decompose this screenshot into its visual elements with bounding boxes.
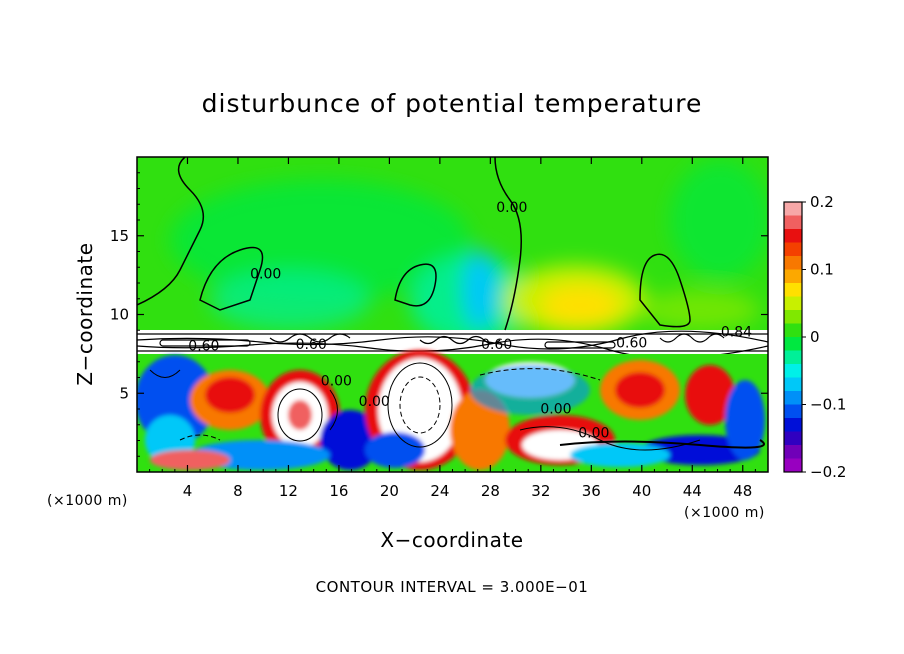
colorbar-swatch: [784, 256, 802, 270]
x-axis: 4 8 12 16 20 24 28 32 36 40 44 48: [149, 157, 756, 500]
contour-label: 0.00: [321, 373, 352, 389]
x-tick-label: 12: [279, 482, 298, 500]
colorbar-tick-label: 0.1: [810, 261, 834, 279]
contour-label: 0.84: [721, 325, 752, 341]
x-tick-label: 28: [481, 482, 500, 500]
contour-label: 0.00: [359, 394, 390, 410]
colorbar-swatch: [784, 242, 802, 257]
colorbar: 0.2 0.1 0 −0.1 −0.2: [783, 193, 846, 481]
x-tick-label: 32: [531, 482, 550, 500]
x-tick-label: 20: [380, 482, 399, 500]
x-tick-label: 24: [430, 482, 449, 500]
x-tick-label: 8: [233, 482, 243, 500]
contour-label: 0.60: [481, 337, 512, 353]
colorbar-swatch: [784, 215, 802, 230]
colorbar-swatch: [784, 418, 802, 432]
colorbar-swatch: [784, 269, 802, 284]
x-unit-right: (×1000 m): [684, 505, 765, 521]
y-axis: 5 10 15: [110, 172, 768, 457]
contour-label: 0.00: [496, 200, 527, 216]
x-tick-label: 40: [632, 482, 651, 500]
plot-area: [137, 157, 768, 472]
colorbar-swatch: [784, 445, 802, 459]
colorbar-swatch: [784, 202, 802, 216]
colorbar-swatch: [784, 431, 802, 446]
x-axis-label: X−coordinate: [380, 528, 523, 552]
contour-label: 0.60: [296, 337, 327, 353]
y-tick-label: 5: [119, 384, 129, 402]
contour-label: 0.60: [188, 339, 219, 355]
x-unit-left: (×1000 m): [47, 493, 128, 509]
colorbar-swatch: [784, 377, 802, 392]
colorbar-swatch: [784, 296, 802, 311]
lower-contours: [149, 362, 765, 451]
colorbar-swatch: [784, 323, 802, 338]
contour-label: 0.00: [578, 425, 609, 441]
x-tick-label: 48: [733, 482, 752, 500]
band-contours: [137, 330, 768, 359]
x-tick-label: 36: [582, 482, 601, 500]
y-axis-label: Z−coordinate: [73, 242, 97, 385]
contour-label: 0.60: [616, 336, 647, 352]
y-tick-label: 15: [110, 227, 129, 245]
contour-interval-note: CONTOUR INTERVAL = 3.000E−01: [316, 578, 589, 596]
colorbar-swatch: [784, 404, 802, 419]
colorbar-swatch: [784, 350, 802, 365]
colorbar-swatch: [784, 310, 802, 324]
x-tick-label: 4: [183, 482, 193, 500]
x-tick-label: 16: [329, 482, 348, 500]
colorbar-swatch: [784, 337, 802, 351]
upper-anomalies: [170, 160, 768, 345]
colorbar-tick-label: −0.2: [810, 463, 846, 481]
colorbar-tick-label: −0.1: [810, 396, 846, 414]
colorbar-swatch: [784, 458, 802, 473]
colorbar-swatch: [784, 364, 802, 378]
colorbar-swatch: [784, 229, 802, 243]
contour-label: 0.00: [540, 402, 571, 418]
x-tick-label: 44: [683, 482, 702, 500]
chart-title: disturbunce of potential temperature: [202, 89, 703, 118]
colorbar-tick-label: 0: [810, 328, 820, 346]
contour-labels: 0.00 0.00 0.60 0.60 0.60 0.60 0.00 0.00 0.00 0.00…: [188, 200, 752, 441]
colorbar-swatch: [784, 391, 802, 405]
colorbar-tick-label: 0.2: [810, 193, 834, 211]
colorbar-swatch: [784, 283, 802, 297]
upper-contours: [137, 157, 691, 331]
lower-eddies: [137, 350, 765, 470]
contour-label: 0.00: [250, 266, 281, 282]
y-tick-label: 10: [110, 306, 129, 324]
